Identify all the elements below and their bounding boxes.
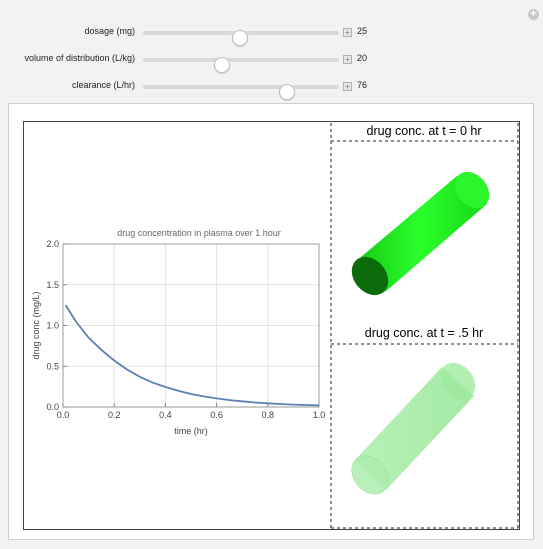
clearance-slider-thumb[interactable] bbox=[279, 84, 296, 100]
add-corner-icon[interactable]: + bbox=[528, 9, 539, 20]
series-line bbox=[64, 304, 320, 407]
bottom-cylinder bbox=[351, 362, 476, 495]
control-clearance: clearance (L/hr) + 76 bbox=[0, 79, 543, 100]
dosage-label: dosage (mg) bbox=[84, 26, 135, 36]
bottom-cylinder-near-cap bbox=[351, 455, 389, 495]
bottom-cylinder-far-cap bbox=[440, 362, 476, 400]
y-axis-label: drug conc (mg/L) bbox=[31, 291, 41, 359]
x-axis-label: time (hr) bbox=[174, 426, 208, 436]
dosage-value: 25 bbox=[357, 26, 368, 36]
vd-value: 20 bbox=[357, 53, 368, 63]
bottom-cylinder-title: drug conc. at t = .5 hr bbox=[365, 326, 483, 340]
top-cylinder-near-cap bbox=[351, 256, 389, 296]
bottom-cylinder-body bbox=[355, 367, 474, 490]
y-tick-label: 0.0 bbox=[46, 402, 59, 412]
x-tick-label: 0.2 bbox=[108, 410, 121, 420]
output-panel: 0.0 0.2 0.4 0.6 0.8 1.0 0.0 0.5 1.0 1.5 2.0 drug co… bbox=[8, 103, 534, 540]
vd-expand-button[interactable]: + bbox=[343, 55, 352, 64]
dosage-slider-thumb[interactable] bbox=[232, 30, 249, 46]
output-frame bbox=[23, 121, 520, 530]
x-tick-label: 0.4 bbox=[159, 410, 172, 420]
top-cylinder-body bbox=[355, 176, 487, 292]
clearance-expand-button[interactable]: + bbox=[343, 82, 352, 91]
clearance-value: 76 bbox=[357, 80, 368, 90]
right-panel: drug conc. at t = 0 hr drug conc. at t =… bbox=[330, 123, 519, 529]
x-tick-label: 0.0 bbox=[57, 410, 70, 420]
output-graphics: 0.0 0.2 0.4 0.6 0.8 1.0 0.0 0.5 1.0 1.5 2.0 drug co… bbox=[31, 123, 519, 529]
y-tick-label: 0.5 bbox=[46, 361, 59, 371]
y-tick-label: 2.0 bbox=[46, 239, 59, 249]
concentration-chart: 0.0 0.2 0.4 0.6 0.8 1.0 0.0 0.5 1.0 1.5 2.0 drug co… bbox=[31, 228, 325, 436]
vd-slider-thumb[interactable] bbox=[214, 57, 231, 73]
vd-slider[interactable] bbox=[143, 57, 339, 73]
control-volume-distribution: volume of distribution (L/kg) + 20 bbox=[0, 52, 543, 73]
vd-label: volume of distribution (L/kg) bbox=[24, 53, 135, 63]
dosage-expand-button[interactable]: + bbox=[343, 28, 352, 37]
top-cylinder-title: drug conc. at t = 0 hr bbox=[367, 124, 482, 138]
control-dosage: dosage (mg) + 25 bbox=[0, 25, 543, 46]
chart-title: drug concentration in plasma over 1 hour bbox=[117, 228, 281, 238]
top-cylinder-far-cap bbox=[454, 171, 490, 209]
dosage-slider[interactable] bbox=[143, 30, 339, 46]
clearance-slider[interactable] bbox=[143, 84, 339, 100]
x-tick-label: 1.0 bbox=[313, 410, 326, 420]
x-tick-label: 0.8 bbox=[262, 410, 275, 420]
y-tick-label: 1.0 bbox=[46, 321, 59, 331]
top-cylinder bbox=[351, 171, 490, 296]
clearance-label: clearance (L/hr) bbox=[71, 80, 135, 90]
x-tick-label: 0.6 bbox=[210, 410, 223, 420]
y-tick-label: 1.5 bbox=[46, 280, 59, 290]
